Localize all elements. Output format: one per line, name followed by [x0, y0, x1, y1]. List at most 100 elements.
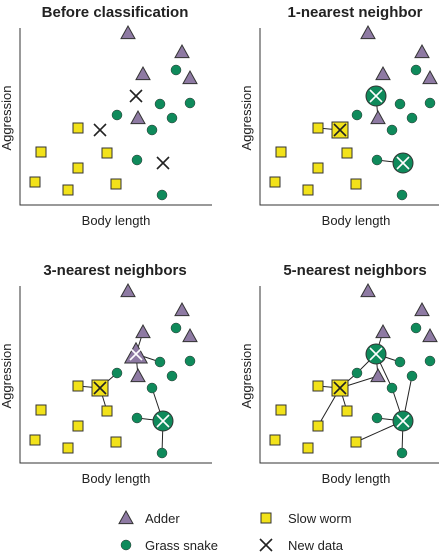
grass-snake-marker [371, 412, 383, 424]
grass-snake-marker [184, 355, 196, 367]
new-data-marker [156, 156, 170, 170]
grass-snake-marker [424, 355, 436, 367]
adder-marker [360, 24, 376, 40]
grass-snake-marker [170, 64, 182, 76]
slow-worm-marker [29, 434, 41, 446]
slow-worm-marker [72, 162, 84, 174]
panel-title: 3-nearest neighbors [43, 262, 186, 279]
grass-snake-marker [351, 109, 363, 121]
grass-snake-marker [170, 322, 182, 334]
grass-snake-marker [371, 154, 383, 166]
slow-worm-marker [110, 178, 122, 190]
adder-marker [135, 65, 151, 81]
slow-worm-marker [62, 184, 74, 196]
slow-worm-marker [62, 442, 74, 454]
x-axis-label: Body length [82, 471, 151, 486]
slow-worm-marker [72, 380, 84, 392]
legend-label: New data [288, 538, 344, 552]
slow-worm-marker [312, 420, 324, 432]
slow-worm-marker [312, 122, 324, 134]
grass-snake-marker [396, 447, 408, 459]
new-data-marker [369, 347, 383, 361]
adder-marker [375, 323, 391, 339]
slow-worm-marker [302, 442, 314, 454]
panel-title: 5-nearest neighbors [283, 262, 426, 279]
grass-snake-marker [131, 154, 143, 166]
new-data-marker [369, 89, 383, 103]
slow-worm-marker [35, 146, 47, 158]
y-axis-label: Aggression [0, 85, 14, 150]
axes [19, 28, 212, 206]
slow-worm-marker [341, 147, 353, 159]
new-data-marker [333, 123, 347, 137]
grass-snake-marker [146, 382, 158, 394]
legend-label: Adder [145, 511, 180, 526]
axes [19, 286, 212, 464]
grass-snake-marker [394, 356, 406, 368]
new-data-marker [396, 414, 410, 428]
grass-snake-marker [154, 98, 166, 110]
grass-snake-marker [111, 367, 123, 379]
slow-worm-marker [35, 404, 47, 416]
legend-label: Slow worm [288, 511, 352, 526]
slow-worm-marker [312, 162, 324, 174]
slow-worm-marker [260, 512, 272, 524]
axes [259, 28, 439, 206]
adder-marker [120, 282, 136, 298]
grass-snake-marker [410, 64, 422, 76]
slow-worm-marker [275, 146, 287, 158]
adder-marker [182, 327, 198, 343]
adder-marker [135, 323, 151, 339]
slow-worm-marker [350, 178, 362, 190]
new-data-marker [129, 347, 143, 361]
new-data-marker [93, 381, 107, 395]
grass-snake-marker [146, 124, 158, 136]
axes [259, 286, 439, 464]
adder-marker [182, 69, 198, 85]
adder-marker [130, 367, 146, 383]
adder-marker [120, 24, 136, 40]
grass-snake-marker [131, 412, 143, 424]
grass-snake-marker [156, 189, 168, 201]
grass-snake-marker [166, 112, 178, 124]
adder-marker [174, 301, 190, 317]
grass-snake-marker [424, 97, 436, 109]
slow-worm-marker [341, 405, 353, 417]
panel-title: Before classification [42, 4, 189, 21]
grass-snake-marker [111, 109, 123, 121]
y-axis-label: Aggression [0, 343, 14, 408]
slow-worm-marker [101, 405, 113, 417]
adder-marker [370, 367, 386, 383]
grass-snake-marker [166, 370, 178, 382]
new-data-marker [93, 123, 107, 137]
grass-snake-marker [120, 539, 132, 551]
grass-snake-marker [396, 189, 408, 201]
new-data-marker [129, 89, 143, 103]
new-data-marker [396, 156, 410, 170]
adder-marker [375, 65, 391, 81]
adder-marker [118, 509, 134, 525]
grass-snake-marker [351, 367, 363, 379]
grass-snake-marker [410, 322, 422, 334]
y-axis-label: Aggression [239, 85, 254, 150]
new-data-marker [156, 414, 170, 428]
slow-worm-marker [275, 404, 287, 416]
adder-marker [370, 109, 386, 125]
y-axis-label: Aggression [239, 343, 254, 408]
grass-snake-marker [184, 97, 196, 109]
grass-snake-marker [154, 356, 166, 368]
x-axis-label: Body length [322, 213, 391, 228]
grass-snake-marker [406, 112, 418, 124]
grass-snake-marker [156, 447, 168, 459]
adder-marker [414, 301, 430, 317]
slow-worm-marker [350, 436, 362, 448]
slow-worm-marker [72, 420, 84, 432]
adder-marker [360, 282, 376, 298]
grass-snake-marker [386, 124, 398, 136]
adder-marker [414, 43, 430, 59]
slow-worm-marker [312, 380, 324, 392]
slow-worm-marker [110, 436, 122, 448]
slow-worm-marker [101, 147, 113, 159]
slow-worm-marker [29, 176, 41, 188]
